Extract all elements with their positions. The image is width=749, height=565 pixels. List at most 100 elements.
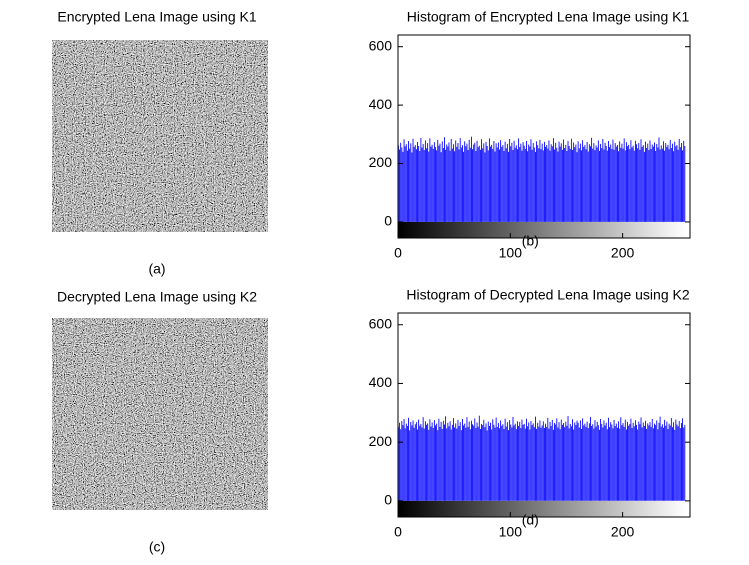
histogram-bar bbox=[666, 147, 667, 222]
histogram-bar bbox=[463, 152, 464, 222]
histogram-bar bbox=[565, 422, 566, 501]
histogram-bar bbox=[486, 423, 487, 500]
histogram-bar bbox=[551, 144, 552, 222]
histogram-bar bbox=[599, 151, 600, 222]
histogram-bar bbox=[455, 140, 456, 221]
histogram-bar bbox=[616, 147, 617, 222]
histogram-bar bbox=[482, 148, 483, 222]
histogram-bar bbox=[682, 418, 683, 500]
histogram-bar bbox=[613, 428, 614, 501]
histogram-bar bbox=[619, 141, 620, 222]
histogram-bar bbox=[406, 424, 407, 501]
histogram-bar bbox=[577, 152, 578, 222]
histogram-bar bbox=[684, 146, 685, 222]
histogram-bar bbox=[509, 420, 510, 501]
histogram-bar bbox=[580, 420, 581, 500]
histogram-bar bbox=[501, 147, 502, 222]
histogram-bar bbox=[583, 425, 584, 500]
histogram-bar bbox=[514, 425, 515, 500]
histogram-bar bbox=[545, 147, 546, 222]
histogram-bar bbox=[490, 423, 491, 501]
histogram-bar bbox=[638, 422, 639, 501]
histogram-bar bbox=[578, 423, 579, 501]
histogram-bar bbox=[542, 425, 543, 500]
histogram-bar bbox=[550, 422, 551, 501]
histogram-bar bbox=[599, 430, 600, 501]
histogram-bar bbox=[488, 150, 489, 222]
histogram-bar bbox=[519, 147, 520, 222]
histogram-bar bbox=[596, 145, 597, 222]
decrypted-image bbox=[52, 318, 268, 510]
y-tick-label: 200 bbox=[369, 433, 393, 449]
histogram-bar bbox=[592, 424, 593, 501]
histogram-bar bbox=[432, 145, 433, 222]
histogram-bar bbox=[593, 429, 594, 501]
histogram-bar bbox=[547, 418, 548, 501]
histogram-bar bbox=[648, 425, 649, 500]
histogram-bar bbox=[458, 420, 459, 501]
figure: Encrypted Lena Image using K1 (a) Decryp… bbox=[0, 0, 749, 565]
histogram-bar bbox=[441, 422, 442, 501]
histogram-bar bbox=[633, 146, 634, 222]
histogram-bar bbox=[565, 145, 566, 222]
histogram-bar bbox=[462, 145, 463, 222]
histogram-bar bbox=[482, 425, 483, 501]
histogram-bar bbox=[411, 152, 412, 222]
histogram-bar bbox=[574, 147, 575, 222]
histogram-bar bbox=[470, 148, 471, 222]
histogram-bar bbox=[655, 425, 656, 501]
histogram-bar bbox=[422, 427, 423, 500]
histogram-bar bbox=[639, 424, 640, 501]
histogram-bar bbox=[554, 423, 555, 501]
histogram-bar bbox=[598, 140, 599, 221]
histogram-bar bbox=[602, 427, 603, 500]
histogram-bar bbox=[573, 430, 574, 501]
histogram-bar bbox=[671, 148, 672, 222]
histogram-bar bbox=[581, 150, 582, 222]
histogram-bar bbox=[426, 148, 427, 222]
histogram-bar bbox=[589, 144, 590, 222]
histogram-bar bbox=[404, 139, 405, 222]
histogram-bar bbox=[473, 145, 474, 222]
histogram-bar bbox=[602, 139, 603, 222]
histogram-bar bbox=[646, 148, 647, 222]
histogram-bar bbox=[420, 138, 421, 222]
histogram-bar bbox=[533, 423, 534, 500]
histogram-bar bbox=[433, 428, 434, 501]
histogram-bar bbox=[669, 149, 670, 222]
histogram-bar bbox=[510, 425, 511, 501]
histogram-bar bbox=[456, 147, 457, 222]
histogram-bar bbox=[492, 149, 493, 222]
histogram-bar bbox=[443, 148, 444, 222]
histogram-bar bbox=[461, 147, 462, 221]
histogram-bar bbox=[450, 421, 451, 501]
histogram-bar bbox=[636, 425, 637, 501]
histogram-bar bbox=[409, 149, 410, 222]
histogram-bar bbox=[469, 140, 470, 222]
histogram-bar bbox=[502, 145, 503, 222]
histogram-bar bbox=[624, 138, 625, 222]
histogram-bar bbox=[542, 144, 543, 222]
histogram-bar bbox=[644, 426, 645, 501]
histogram-bar bbox=[575, 145, 576, 222]
histogram-bar bbox=[615, 143, 616, 222]
histogram-bar bbox=[536, 429, 537, 501]
histogram-bar bbox=[618, 151, 619, 222]
histogram-bar bbox=[629, 424, 630, 501]
histogram-bar bbox=[621, 425, 622, 501]
histogram-bar bbox=[546, 427, 547, 501]
histogram-bar bbox=[564, 427, 565, 501]
histogram-bar bbox=[555, 143, 556, 222]
histogram-bar bbox=[625, 150, 626, 222]
histogram-bar bbox=[472, 424, 473, 501]
histogram-bar bbox=[460, 422, 461, 501]
histogram-bar bbox=[601, 424, 602, 501]
histogram-bar bbox=[465, 146, 466, 222]
histogram-bar bbox=[458, 143, 459, 222]
histogram-bar bbox=[459, 426, 460, 501]
histogram-bar bbox=[679, 139, 680, 222]
histogram-bar bbox=[405, 428, 406, 501]
histogram-bar bbox=[411, 425, 412, 500]
histogram-bar bbox=[399, 423, 400, 501]
histogram-bar bbox=[491, 430, 492, 501]
